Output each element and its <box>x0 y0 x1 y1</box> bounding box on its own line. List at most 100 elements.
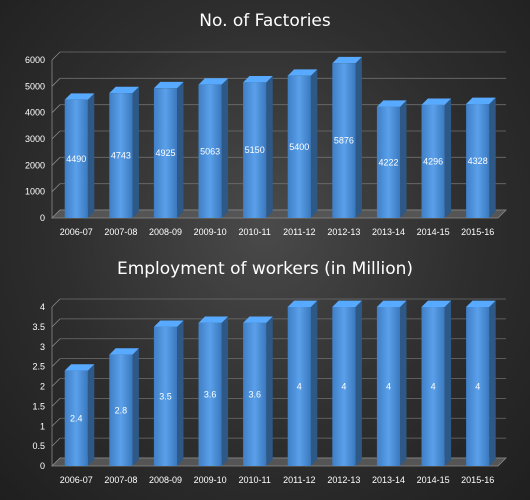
data-label: 4296 <box>423 156 443 166</box>
x-tick-label: 2011-12 <box>283 475 315 485</box>
bar-top <box>287 300 318 307</box>
x-tick-label: 2010-11 <box>239 475 271 485</box>
x-tick-label: 2008-09 <box>149 227 182 237</box>
y-tick-label: 3.5 <box>32 322 45 332</box>
x-tick-label: 2015-16 <box>461 227 494 237</box>
bar <box>332 300 362 466</box>
data-label: 4 <box>386 382 391 392</box>
bar <box>243 316 273 466</box>
data-label: 4490 <box>66 154 86 164</box>
bar-front <box>198 84 222 218</box>
bar <box>153 81 184 219</box>
y-tick-label: 0 <box>40 461 45 471</box>
bar-top <box>243 75 273 83</box>
data-label: 3.5 <box>159 391 172 401</box>
bar-front <box>421 104 445 218</box>
bar-front <box>243 322 267 466</box>
bar <box>109 348 139 466</box>
y-tick-label: 1 <box>40 421 45 431</box>
x-tick-label: 2009-10 <box>194 227 227 237</box>
bar <box>287 69 318 219</box>
data-label: 4 <box>431 382 436 392</box>
bar <box>243 75 273 218</box>
bar-side <box>87 93 95 218</box>
gridline-depth <box>51 104 61 113</box>
bar-top <box>376 100 407 107</box>
x-tick-label: 2007-08 <box>104 475 137 485</box>
bar-side <box>444 98 452 218</box>
gridline-depth <box>51 51 61 61</box>
gridline-depth <box>51 298 61 308</box>
bar-top <box>109 348 139 355</box>
bar-front <box>153 88 178 218</box>
bar-front <box>466 307 490 466</box>
y-tick-label: 3 <box>40 342 45 352</box>
gridline-depth <box>51 398 61 407</box>
bar-front <box>198 322 222 466</box>
y-tick-label: 5000 <box>25 81 45 91</box>
y-tick-label: 2 <box>40 382 45 392</box>
bar-top <box>64 364 95 371</box>
bar <box>332 56 362 219</box>
factories-chart: No. of Factories 0 1000 2000 3000 4000 5000 600… <box>25 11 507 237</box>
gridline-depth <box>51 318 61 328</box>
bar <box>64 93 95 218</box>
bar-side <box>310 69 318 219</box>
bar-side <box>266 75 273 218</box>
data-label: 2.8 <box>115 405 128 415</box>
data-label: 4 <box>297 382 302 392</box>
gridline-depth <box>51 417 61 427</box>
y-tick-label: 3000 <box>25 134 45 144</box>
gridline-depth <box>51 130 61 140</box>
bar <box>421 300 452 466</box>
bar-side <box>132 86 139 219</box>
x-tick-label: 2009-10 <box>194 475 227 485</box>
x-tick-label: 2014-15 <box>417 475 450 485</box>
bar <box>376 300 407 466</box>
bar-top <box>421 300 452 307</box>
data-label: 3.6 <box>204 389 217 399</box>
bar <box>153 320 184 466</box>
bar-top <box>198 78 229 85</box>
data-label: 5150 <box>245 145 265 155</box>
y-tick-label: 4000 <box>25 108 45 118</box>
bar <box>198 78 229 219</box>
bar-front <box>287 307 311 466</box>
bar-side <box>489 97 496 218</box>
bar-top <box>376 300 407 307</box>
data-label: 4 <box>341 382 346 392</box>
data-label: 4328 <box>468 156 488 166</box>
chart-title: No. of Factories <box>199 11 331 31</box>
x-tick-label: 2007-08 <box>104 227 137 237</box>
bar-side <box>400 100 407 218</box>
bar-side <box>355 300 362 466</box>
x-tick-label: 2011-12 <box>283 227 315 237</box>
data-label: 3.6 <box>248 389 261 399</box>
bar <box>198 316 229 466</box>
bar-side <box>177 320 184 466</box>
gridline-depth <box>51 157 61 166</box>
bar-front <box>287 75 311 218</box>
data-label: 5876 <box>334 136 354 146</box>
x-tick-label: 2010-11 <box>239 227 271 237</box>
x-tick-label: 2006-07 <box>60 475 93 485</box>
bar-side <box>310 300 318 466</box>
bar-top <box>153 81 184 89</box>
bar-front <box>466 104 490 218</box>
bar-side <box>177 81 184 219</box>
x-tick-label: 2013-14 <box>372 227 405 237</box>
gridline-depth <box>51 338 61 348</box>
bar-side <box>400 300 407 466</box>
data-label: 5063 <box>200 146 220 156</box>
bar-top <box>287 69 318 76</box>
y-tick-label: 1.5 <box>32 401 45 411</box>
bar-side <box>221 316 229 466</box>
bar-top <box>466 300 496 307</box>
bar-top <box>332 300 362 307</box>
data-label: 2.4 <box>70 413 83 423</box>
gridline-depth <box>51 78 61 87</box>
gridline-depth <box>51 358 61 367</box>
bar <box>421 98 452 218</box>
